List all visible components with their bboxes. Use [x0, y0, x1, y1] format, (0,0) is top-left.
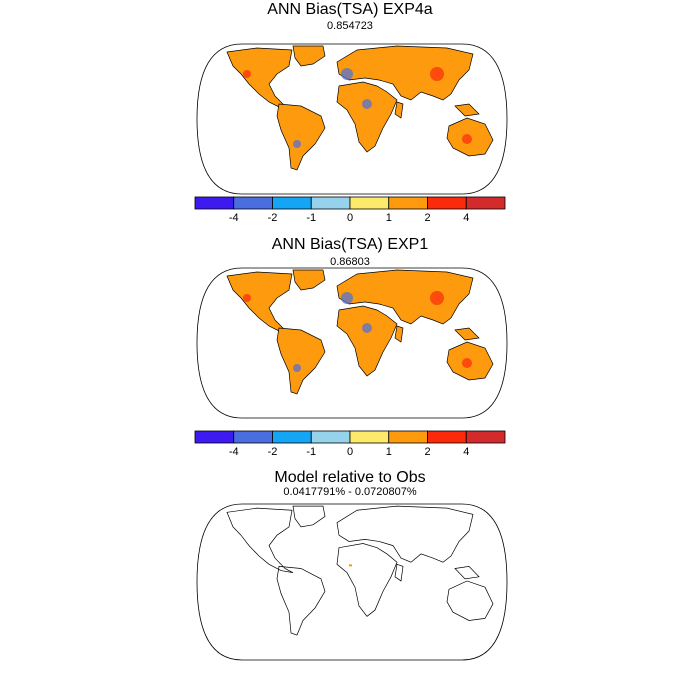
- colorbar-label: -1: [306, 212, 316, 224]
- bias-patch: [462, 358, 472, 368]
- colorbar-label: 2: [424, 212, 430, 224]
- colorbar-label: 4: [463, 212, 469, 224]
- colorbar-label: -2: [268, 212, 278, 224]
- bias-patch: [243, 70, 251, 78]
- bias-patch: [341, 292, 353, 304]
- colorbar-box: [427, 430, 467, 444]
- colorbar-box: [465, 430, 506, 444]
- bias-patch: [349, 564, 352, 567]
- colorbar-box: [194, 430, 235, 444]
- colorbar-label: 2: [424, 446, 430, 458]
- colorbar-label: -2: [268, 446, 278, 458]
- colorbar-box: [233, 196, 273, 210]
- panel-title: ANN Bias(TSA) EXP1: [272, 236, 429, 253]
- colorbar-label: -1: [306, 446, 316, 458]
- colorbar-label: 0: [347, 212, 353, 224]
- colorbar-box: [310, 196, 351, 210]
- bias-patch: [293, 140, 301, 148]
- colorbar-box: [272, 430, 312, 444]
- colorbar-label: -4: [229, 446, 239, 458]
- panel-title: ANN Bias(TSA) EXP4a: [267, 1, 432, 18]
- panel-subtitle: 0.854723: [327, 20, 373, 32]
- colorbar-box: [194, 196, 235, 210]
- bias-patch: [362, 99, 372, 109]
- map: [196, 43, 508, 195]
- panel-title: Model relative to Obs: [274, 469, 425, 486]
- colorbar-box: [388, 196, 428, 210]
- colorbar-label: 1: [386, 212, 392, 224]
- colorbar-box: [233, 430, 273, 444]
- bias-patch: [243, 294, 251, 302]
- bias-patch: [362, 323, 372, 333]
- colorbar-box: [272, 196, 312, 210]
- colorbar-box: [465, 196, 506, 210]
- colorbar-label: 0: [347, 446, 353, 458]
- colorbar-box: [349, 196, 390, 210]
- colorbar-box: [349, 430, 390, 444]
- map: [196, 503, 508, 661]
- colorbar-label: 4: [463, 446, 469, 458]
- colorbar-label: -4: [229, 212, 239, 224]
- bias-patch: [293, 364, 301, 372]
- colorbar-box: [388, 430, 428, 444]
- colorbar-box: [427, 196, 467, 210]
- map: [196, 267, 508, 419]
- bias-patch: [430, 67, 444, 81]
- bias-patch: [462, 134, 472, 144]
- colorbar-box: [310, 430, 351, 444]
- panel-subtitle: 0.0417791% - 0.0720807%: [283, 486, 417, 498]
- bias-patch: [341, 68, 353, 80]
- colorbar-label: 1: [386, 446, 392, 458]
- bias-patch: [430, 291, 444, 305]
- panel-subtitle: 0.86803: [330, 256, 370, 268]
